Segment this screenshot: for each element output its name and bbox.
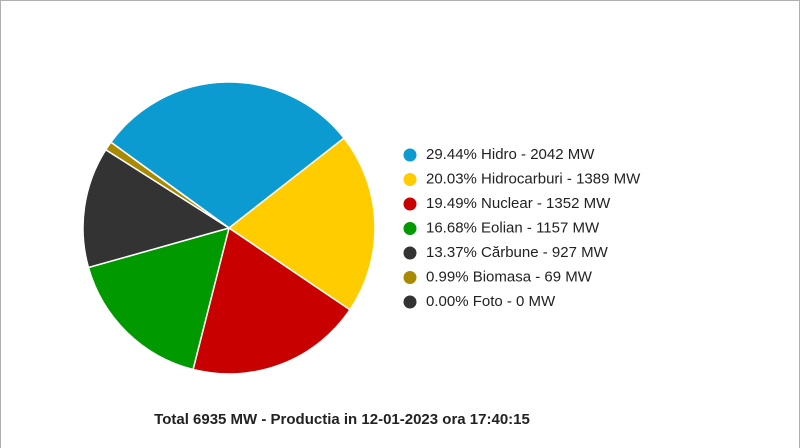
legend-marker (403, 246, 417, 260)
legend-label: 0.00% Foto - 0 MW (426, 293, 556, 310)
legend-marker (403, 295, 417, 309)
legend-label: 13.37% Cărbune - 927 MW (426, 244, 609, 261)
legend-label: 29.44% Hidro - 2042 MW (426, 146, 595, 163)
legend-label: 19.49% Nuclear - 1352 MW (426, 195, 611, 212)
pie-slice (87, 226, 231, 371)
pie-slice (192, 226, 351, 375)
pie-slice (227, 137, 376, 311)
pie-slice (109, 81, 346, 229)
legend-marker (403, 173, 417, 186)
caption: Total 6935 MW - Productia in 12-01-2023 … (154, 411, 530, 428)
legend-marker (403, 271, 417, 284)
legend-marker (403, 148, 417, 162)
pie-slice (110, 141, 230, 229)
legend-label: 0.99% Biomasa - 69 MW (426, 268, 593, 285)
pie-slice (82, 148, 231, 269)
legend-label: 16.68% Eolian - 1157 MW (426, 219, 600, 236)
legend-label: 20.03% Hidrocarburi - 1389 MW (426, 170, 641, 187)
legend-marker (403, 222, 417, 235)
legend-marker (403, 197, 417, 211)
